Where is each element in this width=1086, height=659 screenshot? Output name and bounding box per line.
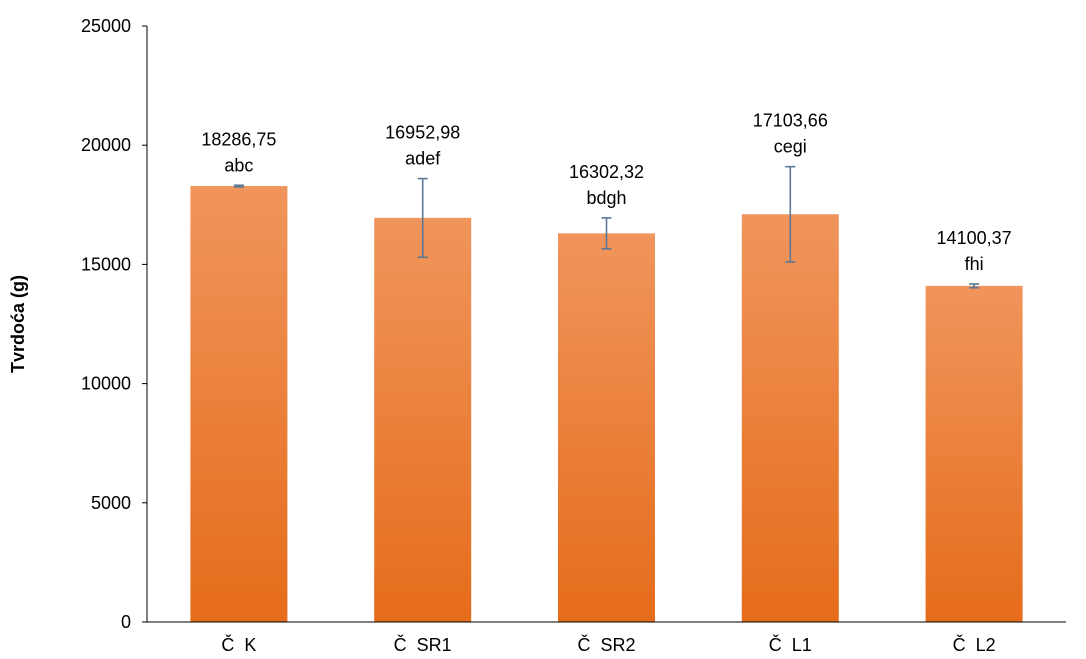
value-label: 18286,75 — [201, 129, 276, 149]
bar — [925, 285, 1023, 622]
y-tick-label: 25000 — [81, 16, 131, 36]
value-label: 16952,98 — [385, 123, 460, 143]
bar — [558, 233, 655, 622]
category-label: Č L1 — [769, 634, 812, 655]
bar — [374, 217, 472, 623]
category-label: Č K — [221, 634, 256, 655]
significance-label: abc — [224, 155, 253, 175]
y-axis-title: Tvrdoća (g) — [8, 275, 28, 373]
y-tick-label: 15000 — [81, 254, 131, 274]
bar — [741, 214, 839, 622]
y-tick-label: 5000 — [91, 493, 131, 513]
value-label: 17103,66 — [753, 111, 828, 131]
bars — [190, 186, 1023, 623]
significance-label: fhi — [965, 254, 984, 274]
category-label: Č L2 — [953, 634, 996, 655]
y-tick-label: 20000 — [81, 135, 131, 155]
error-bars — [233, 165, 980, 289]
error-bar — [969, 283, 980, 289]
category-label: Č SR2 — [577, 634, 635, 655]
error-bar — [785, 165, 796, 263]
error-bar — [601, 217, 612, 250]
significance-label: adef — [405, 149, 441, 169]
category-label: Č SR1 — [394, 634, 452, 655]
y-tick-label: 10000 — [81, 374, 131, 394]
significance-label: cegi — [774, 137, 807, 157]
category-labels: Č K Č SR1 Č SR2 Č L1 Č L2 — [221, 634, 995, 655]
bar — [190, 186, 288, 622]
error-bar — [233, 184, 244, 188]
error-bar — [417, 177, 428, 259]
value-label: 16302,32 — [569, 162, 644, 182]
data-labels: 18286,75 abc 16952,98 adef 16302,32 bdgh 17103… — [201, 111, 1011, 274]
significance-label: bdgh — [586, 188, 626, 208]
y-tick-label: 0 — [121, 612, 131, 632]
y-axis-ticks: 0 5000 10000 15000 20000 25000 — [81, 16, 147, 632]
value-label: 14100,37 — [937, 228, 1012, 248]
